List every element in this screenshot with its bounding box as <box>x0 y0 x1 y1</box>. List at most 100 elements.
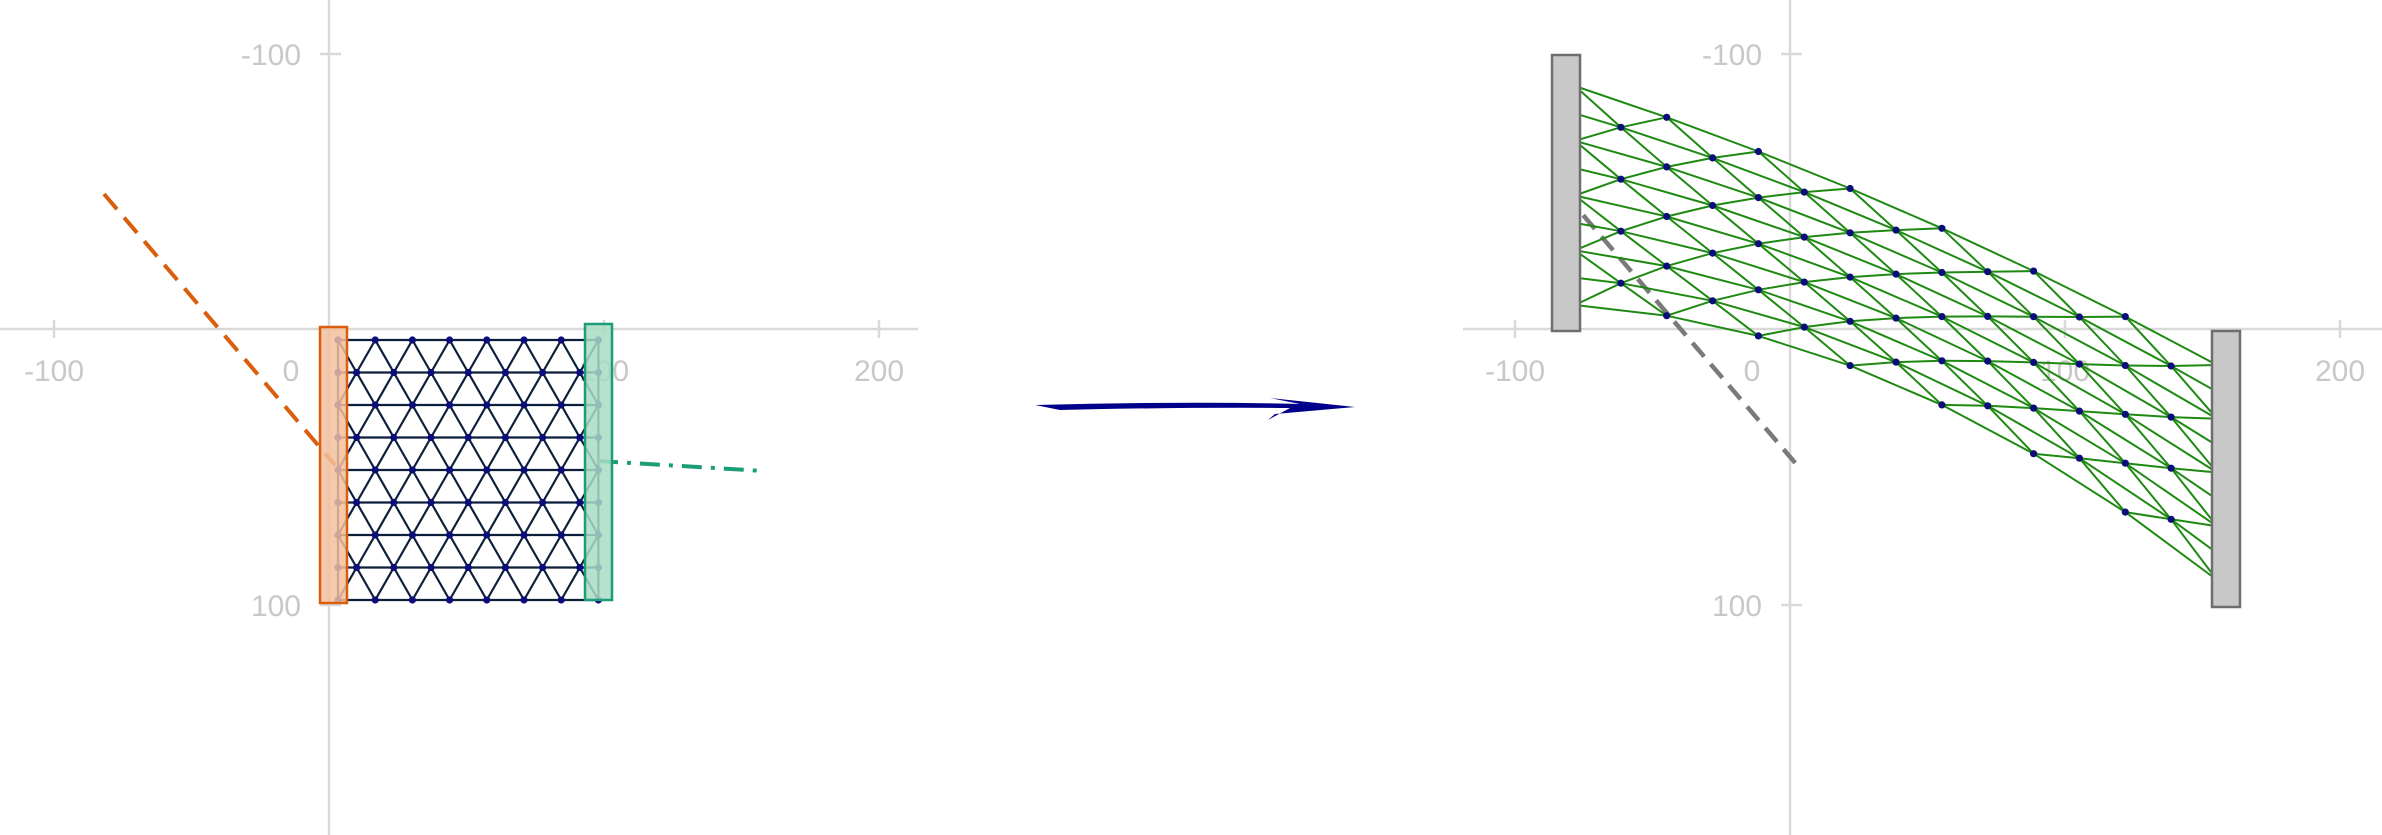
mesh-edge <box>374 566 395 601</box>
mesh-edge <box>2170 467 2218 527</box>
mesh-edge <box>485 339 507 374</box>
mesh-edge <box>430 339 451 374</box>
mesh-edge <box>1666 204 1713 218</box>
mesh-edge <box>2079 410 2126 416</box>
mesh-edge <box>448 534 470 569</box>
mesh-edge <box>1574 126 1622 142</box>
mesh-node <box>557 466 565 474</box>
mesh-edge <box>1803 191 1851 234</box>
mesh-edge <box>1758 191 1805 199</box>
y-tick-label: 100 <box>251 590 301 623</box>
mesh-edge <box>430 534 451 569</box>
mesh-node <box>520 336 528 344</box>
mesh-edge <box>2033 361 2126 416</box>
mesh-edge <box>1987 270 2034 273</box>
mesh-edge <box>1758 288 1851 323</box>
mesh-edge <box>374 404 395 439</box>
mesh-edge <box>1850 317 1897 323</box>
mesh-edge <box>2125 511 2172 521</box>
mesh-node <box>408 466 416 474</box>
mesh-edge <box>541 501 563 536</box>
mesh-edge <box>1574 282 1622 306</box>
mesh-edge <box>1758 150 1851 190</box>
mesh-edge <box>392 404 414 439</box>
right-clamp <box>583 322 614 602</box>
mesh-node <box>539 563 547 572</box>
mesh-edge <box>1666 265 1714 302</box>
right-arrow-icon <box>1035 398 1355 420</box>
mesh-edge <box>2033 407 2080 413</box>
mesh-edge <box>2078 316 2127 367</box>
mesh-node <box>2121 361 2129 370</box>
mesh-node <box>1800 323 1808 331</box>
mesh-edge <box>1803 236 1851 278</box>
mesh-edge <box>1803 281 1851 323</box>
mesh-edge <box>1711 252 1760 291</box>
mesh-node <box>2075 407 2083 415</box>
mesh-edge <box>523 436 544 471</box>
mesh-edge <box>1758 242 1851 279</box>
mesh-node <box>520 401 528 409</box>
mesh-edge <box>1620 282 1713 302</box>
y-tick-label: 100 <box>1712 590 1762 623</box>
mesh-node <box>2075 313 2083 321</box>
mesh-node <box>464 498 472 507</box>
mesh-node <box>1892 314 1900 322</box>
mesh-node <box>483 401 491 409</box>
mesh-edge <box>2033 452 2126 513</box>
mesh-node <box>353 368 361 377</box>
mesh-edge <box>523 469 544 504</box>
mesh-edge <box>560 371 581 406</box>
mesh-edge <box>1849 320 1897 363</box>
mesh-edge <box>355 339 377 374</box>
mesh-edge <box>467 371 488 406</box>
mesh-edge <box>1895 361 1989 407</box>
mesh-node <box>1800 233 1808 241</box>
mesh-node <box>1938 357 1946 365</box>
mesh-edge <box>1574 194 1667 218</box>
mesh-edge <box>1758 236 1805 245</box>
mesh-node <box>557 531 565 539</box>
mesh-edge <box>1666 265 1759 291</box>
mesh-edge <box>2032 270 2081 318</box>
mesh-edge <box>411 404 432 439</box>
mesh-edge <box>1941 271 2035 318</box>
mesh-edges <box>1574 85 2218 581</box>
x-tick-label: -100 <box>1485 355 1545 388</box>
mesh-node <box>576 498 584 507</box>
mesh-edge <box>430 501 451 536</box>
mesh-edge <box>2124 413 2172 469</box>
mesh-edge <box>355 436 377 471</box>
mesh-edge <box>1574 85 1622 129</box>
mesh-edge <box>1574 304 1667 317</box>
mesh-edge <box>2170 365 2218 420</box>
mesh-edge <box>1758 281 1805 291</box>
mesh-edge <box>1941 271 1989 318</box>
mesh-edge <box>355 469 377 504</box>
mesh-edge <box>1849 187 1943 230</box>
mesh-edge <box>448 339 470 374</box>
mesh-edge <box>1620 230 1713 255</box>
mesh-edge <box>1574 230 1622 252</box>
mesh-node <box>483 336 491 344</box>
mesh-edge <box>2124 315 2172 367</box>
mesh-edge <box>411 436 432 471</box>
mesh-edge <box>485 501 507 536</box>
mesh-edge <box>467 436 488 471</box>
mesh-node <box>520 596 528 604</box>
mesh-edge <box>374 436 395 471</box>
mesh-edge <box>541 566 563 601</box>
x-tick-label: -100 <box>24 355 84 388</box>
mesh-edge <box>1804 320 1851 329</box>
mesh-edge <box>1941 403 1988 407</box>
mesh-node <box>2121 313 2129 321</box>
mesh-edge <box>1757 196 1805 238</box>
mesh-edge <box>1804 187 1851 194</box>
mesh-edge <box>1620 126 1668 168</box>
mesh-edge <box>374 501 395 536</box>
mesh-node <box>464 433 472 442</box>
mesh-edge <box>467 534 488 569</box>
mesh-node <box>557 401 565 409</box>
mesh-node <box>1754 194 1762 202</box>
